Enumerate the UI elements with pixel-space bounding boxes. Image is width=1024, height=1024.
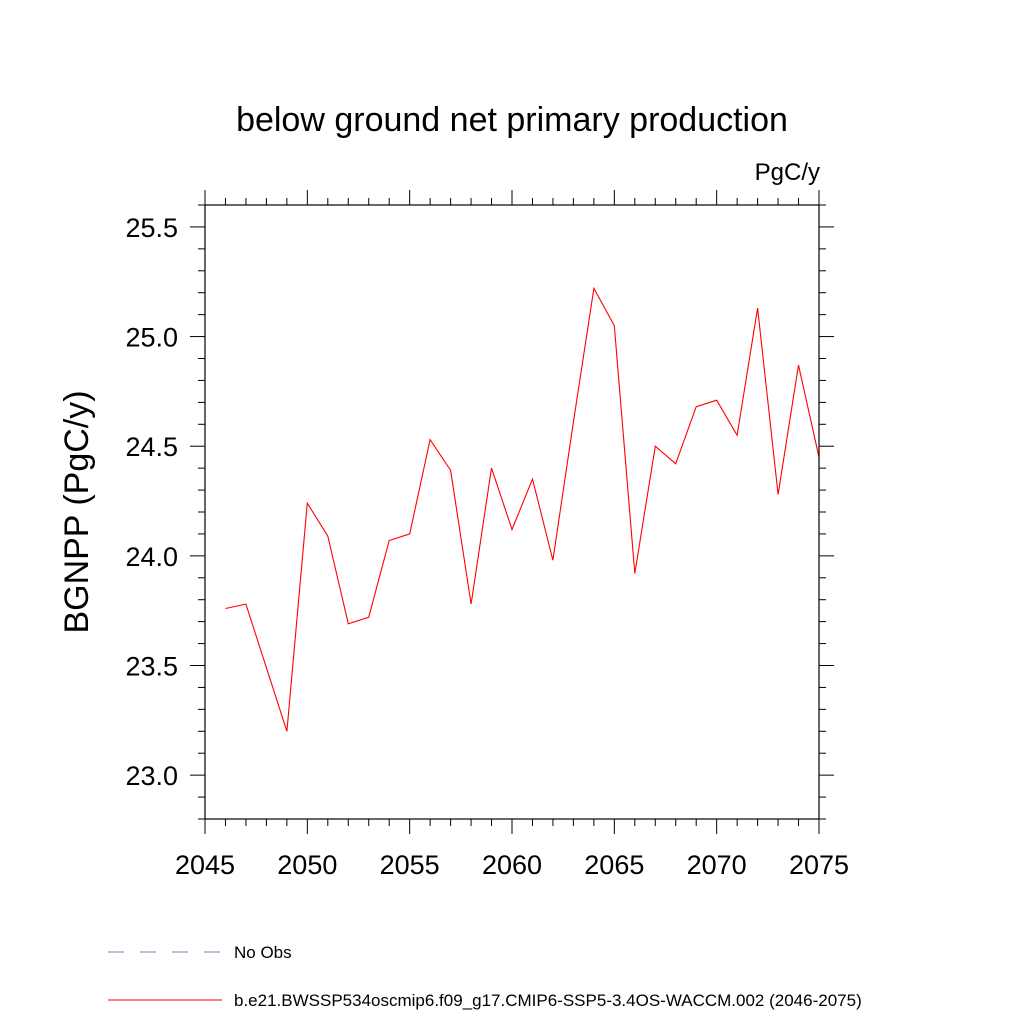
- y-tick-label: 24.5: [125, 432, 178, 462]
- x-tick-label: 2045: [175, 850, 235, 880]
- y-tick-labels: 23.0 23.5 24.0 24.5 25.0 25.5: [125, 213, 178, 791]
- series-layer: [225, 286, 820, 732]
- x-tick-label: 2055: [380, 850, 440, 880]
- x-tick-label: 2065: [584, 850, 644, 880]
- major-ticks: [190, 190, 834, 834]
- x-tick-label: 2050: [277, 850, 337, 880]
- y-axis-label: BGNPP (PgC/y): [58, 390, 96, 633]
- y-tick-label: 23.5: [125, 652, 178, 682]
- y-tick-label: 25.5: [125, 213, 178, 243]
- y-tick-label: 25.0: [125, 323, 178, 353]
- y-tick-label: 23.0: [125, 761, 178, 791]
- x-tick-label: 2075: [789, 850, 849, 880]
- legend: No Obs b.e21.BWSSP534oscmip6.f09_g17.CMIP…: [108, 943, 862, 1010]
- series-line: [225, 286, 820, 732]
- x-tick-labels: 2045 2050 2055 2060 2065 2070 2075: [175, 850, 849, 880]
- y-tick-label: 24.0: [125, 542, 178, 572]
- legend-label: b.e21.BWSSP534oscmip6.f09_g17.CMIP6-SSP5…: [234, 991, 862, 1010]
- plot-frame: [204, 204, 820, 820]
- minor-ticks: [198, 198, 826, 826]
- x-tick-label: 2060: [482, 850, 542, 880]
- legend-label: No Obs: [234, 943, 292, 962]
- x-tick-label: 2070: [687, 850, 747, 880]
- units-label: PgC/y: [755, 159, 820, 186]
- chart-title: below ground net primary production: [236, 101, 788, 139]
